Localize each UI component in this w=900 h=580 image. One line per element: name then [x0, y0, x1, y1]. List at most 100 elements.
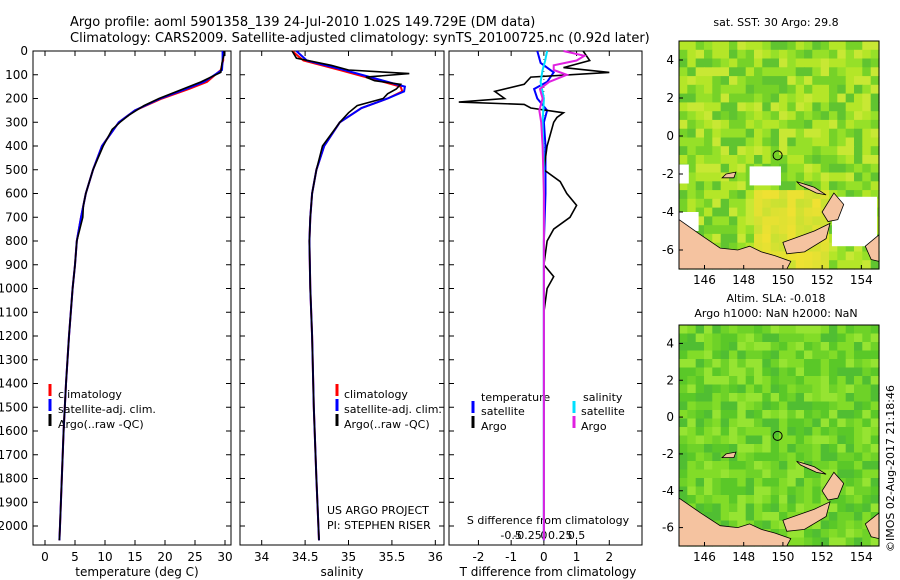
map-cell — [804, 469, 813, 479]
land — [821, 192, 845, 222]
map-cell — [745, 469, 755, 479]
map-cell — [845, 111, 855, 121]
map-cell — [695, 376, 705, 386]
map-cell — [729, 333, 738, 343]
map-cell — [720, 242, 730, 253]
map-cell — [845, 84, 855, 95]
diff-legend-t-satellite: satellite — [481, 405, 525, 418]
map-frame — [678, 40, 880, 270]
salinity-xlabel: salinity — [320, 565, 363, 579]
map-cell — [754, 84, 763, 95]
map-cell — [679, 333, 688, 343]
map-cell — [737, 401, 747, 411]
y-tick-label: 300 — [5, 115, 28, 129]
map-cell — [720, 469, 730, 479]
map-cell — [854, 401, 863, 411]
map-cell — [679, 410, 688, 420]
y-tick-label: 0 — [666, 129, 674, 143]
x-tick-label: 154 — [850, 550, 873, 564]
map-cell — [845, 137, 855, 147]
map-cell — [804, 251, 813, 261]
map-cell — [854, 376, 863, 386]
map-cell — [804, 350, 813, 360]
x-tick-label: 35 — [341, 550, 356, 564]
map-cell — [854, 119, 863, 130]
map-cell — [737, 76, 747, 86]
map-cell — [704, 119, 713, 130]
map-cell — [704, 495, 713, 505]
map-cell — [745, 461, 755, 471]
map-cell — [779, 67, 788, 77]
map-cell — [795, 84, 805, 95]
map-cell — [812, 198, 822, 209]
map-cell — [854, 529, 863, 539]
sal-legend-satellite-adj: satellite-adj. clim. — [344, 403, 442, 416]
y-tick-label: -6 — [662, 243, 674, 257]
y-tick-label: 1200 — [0, 329, 28, 343]
map-cell — [870, 410, 880, 420]
map-cell — [720, 207, 730, 217]
map-cell — [820, 393, 830, 403]
map-cell — [729, 367, 738, 377]
map-cell — [695, 333, 705, 343]
map-cell — [762, 181, 772, 191]
map-cell — [770, 242, 780, 253]
x-tick-label: -1 — [505, 550, 517, 564]
map-cell — [845, 76, 855, 86]
map-cell — [804, 198, 813, 209]
map-cell — [787, 359, 797, 369]
map-cell — [687, 163, 697, 174]
map-cell — [687, 486, 697, 496]
map-cell — [845, 128, 855, 139]
map-cell — [795, 325, 805, 335]
map-cell — [695, 181, 705, 191]
map-cell — [779, 198, 788, 209]
map-cell — [737, 520, 747, 530]
map-cell — [820, 41, 830, 51]
map-cell — [679, 102, 688, 112]
map-cell — [679, 384, 688, 394]
map-cell — [795, 137, 805, 147]
map-cell — [812, 384, 822, 394]
map-cell — [737, 67, 747, 77]
map-cell — [770, 41, 780, 51]
map-cell — [837, 172, 847, 182]
map-cell — [729, 163, 738, 174]
map-cell — [712, 128, 722, 139]
map-cell — [812, 444, 822, 454]
map-cell — [704, 384, 713, 394]
map-cell — [754, 486, 763, 496]
map-cell — [787, 128, 797, 139]
map-cell — [745, 359, 755, 369]
map-cell — [754, 155, 763, 165]
map-cell — [712, 503, 722, 513]
sla-map-panel: Altim. SLA: -0.018 Argo h1000: NaN h2000… — [662, 292, 880, 564]
title-line-1: Argo profile: aoml 5901358_139 24-Jul-20… — [70, 15, 535, 30]
map-cell — [695, 207, 705, 217]
map-cell — [687, 333, 697, 343]
y-tick-label: 4 — [666, 336, 674, 350]
map-cell — [845, 435, 855, 445]
map-cell — [729, 102, 738, 112]
map-cell — [854, 102, 863, 112]
map-cell — [804, 435, 813, 445]
sla-title: Altim. SLA: -0.018 — [726, 292, 825, 305]
map-cell — [829, 376, 838, 386]
map-cell — [779, 163, 788, 174]
map-cell — [829, 242, 838, 253]
map-cell — [737, 242, 747, 253]
map-cell — [687, 427, 697, 437]
map-cell — [812, 84, 822, 95]
map-cell — [795, 260, 805, 270]
map-cell — [729, 495, 738, 505]
map-cell — [745, 512, 755, 522]
map-cell — [804, 216, 813, 226]
map-cell — [812, 93, 822, 103]
map-cell — [820, 111, 830, 121]
map-cell — [787, 367, 797, 377]
map-cell — [829, 260, 838, 270]
map-cell — [812, 251, 822, 261]
s-tick-label: 0.25 — [548, 529, 573, 542]
map-cell — [712, 444, 722, 454]
